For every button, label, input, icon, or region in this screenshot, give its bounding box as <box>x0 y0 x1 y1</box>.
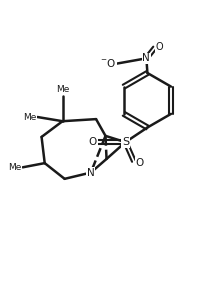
Text: S: S <box>122 137 129 147</box>
Text: O: O <box>156 42 164 52</box>
Text: Me: Me <box>56 85 69 94</box>
Text: $^{-}$O: $^{-}$O <box>100 57 116 69</box>
Text: O: O <box>89 137 97 147</box>
Text: O: O <box>135 158 144 168</box>
Text: N: N <box>142 53 150 63</box>
Text: Me: Me <box>8 163 22 172</box>
Text: N: N <box>87 167 95 178</box>
Text: Me: Me <box>23 112 36 121</box>
